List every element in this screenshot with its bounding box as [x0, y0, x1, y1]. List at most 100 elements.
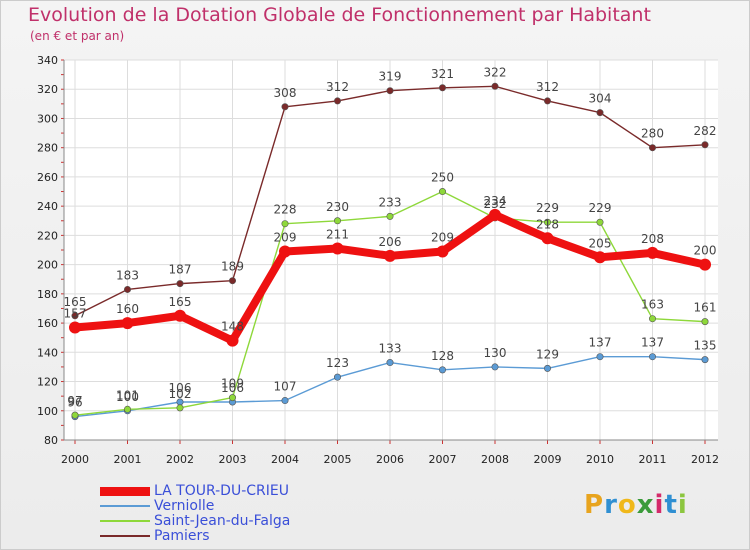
data-label-pamiers: 165: [64, 295, 87, 309]
data-point-vern-olle: [701, 356, 709, 364]
data-point-vern-olle: [281, 397, 289, 405]
data-label-saint-jean-du-falga: 97: [67, 394, 82, 408]
data-label-la-tour-du-crieu: 206: [379, 235, 402, 249]
data-point-saint-jean-du-falga: [386, 212, 394, 220]
data-label-saint-jean-du-falga: 229: [536, 201, 559, 215]
data-label-pamiers: 189: [221, 260, 244, 274]
data-point-vern-olle: [648, 353, 656, 361]
data-point-la-tour-du-crieu: [331, 242, 344, 255]
data-label-vern-olle: 128: [431, 349, 454, 363]
data-point-pamiers: [71, 312, 79, 320]
data-point-la-tour-du-crieu: [69, 321, 81, 334]
data-label-pamiers: 312: [536, 80, 559, 94]
data-label-vern-olle: 106: [169, 381, 192, 395]
data-point-pamiers: [438, 84, 446, 92]
data-point-la-tour-du-crieu: [384, 249, 396, 262]
chart-subtitle: (en € et par an): [30, 29, 125, 43]
logo-letter: P: [584, 490, 605, 520]
data-point-vern-olle: [333, 373, 341, 381]
data-label-la-tour-du-crieu: 200: [694, 244, 717, 258]
data-point-la-tour-du-crieu: [541, 232, 554, 245]
legend-swatch: [100, 520, 150, 522]
data-label-saint-jean-du-falga: 109: [221, 377, 244, 391]
legend-label: Pamiers: [154, 528, 210, 544]
data-label-vern-olle: 106: [221, 381, 244, 395]
x-tick-label: 2003: [219, 453, 247, 466]
data-point-saint-jean-du-falga: [281, 220, 289, 228]
data-label-pamiers: 280: [641, 127, 664, 141]
x-tick-label: 2008: [481, 453, 509, 466]
x-tick-label: 2000: [61, 453, 89, 466]
data-label-la-tour-du-crieu: 165: [169, 295, 192, 309]
data-point-la-tour-du-crieu: [489, 208, 501, 221]
data-label-la-tour-du-crieu: 157: [64, 306, 87, 320]
y-tick-label: 120: [37, 376, 58, 389]
data-point-la-tour-du-crieu: [646, 246, 659, 259]
data-point-saint-jean-du-falga: [229, 394, 237, 402]
data-point-saint-jean-du-falga: [701, 318, 709, 326]
data-label-pamiers: 321: [431, 67, 454, 81]
data-label-pamiers: 282: [694, 124, 717, 138]
y-tick-label: 220: [37, 229, 58, 242]
x-tick-label: 2012: [691, 453, 719, 466]
data-label-vern-olle: 135: [694, 339, 717, 353]
data-label-la-tour-du-crieu: 148: [221, 320, 244, 334]
data-label-vern-olle: 100: [116, 390, 139, 404]
data-label-saint-jean-du-falga: 229: [589, 201, 612, 215]
legend-label: Saint-Jean-du-Falga: [154, 513, 291, 529]
x-tick-label: 2006: [376, 453, 404, 466]
data-label-vern-olle: 130: [484, 346, 507, 360]
data-label-saint-jean-du-falga: 101: [116, 388, 139, 402]
data-label-saint-jean-du-falga: 163: [641, 298, 664, 312]
data-point-vern-olle: [491, 363, 499, 371]
x-tick-label: 2002: [166, 453, 194, 466]
data-point-la-tour-du-crieu: [121, 317, 134, 330]
data-label-saint-jean-du-falga: 228: [274, 203, 297, 217]
data-label-saint-jean-du-falga: 161: [694, 301, 717, 315]
line-chart: 80 100 120 140 160 180 200 220 240 260 280 300 320 34…: [37, 54, 719, 466]
y-tick-label: 180: [37, 288, 58, 301]
data-label-saint-jean-du-falga: 250: [431, 171, 454, 185]
legend-swatch: [100, 487, 150, 496]
logo-letter: t: [664, 490, 678, 520]
data-label-vern-olle: 107: [274, 380, 297, 394]
data-point-la-tour-du-crieu: [226, 334, 239, 347]
data-point-pamiers: [124, 285, 132, 293]
data-label-pamiers: 322: [484, 65, 507, 79]
data-point-saint-jean-du-falga: [124, 405, 132, 413]
chart-title: Evolution de la Dotation Globale de Fonc…: [28, 4, 651, 26]
data-label-pamiers: 319: [379, 70, 402, 84]
y-tick-label: 160: [37, 317, 58, 330]
data-point-vern-olle: [438, 366, 446, 374]
data-point-vern-olle: [596, 353, 604, 361]
proxiti-logo: Proxiti: [584, 490, 688, 520]
data-label-saint-jean-du-falga: 233: [379, 195, 402, 209]
x-tick-label: 2009: [534, 453, 562, 466]
data-point-la-tour-du-crieu: [279, 245, 291, 258]
y-tick-label: 140: [37, 346, 58, 359]
y-tick-label: 240: [37, 200, 58, 213]
x-tick-label: 2004: [271, 453, 299, 466]
data-point-pamiers: [491, 82, 499, 90]
x-tick-label: 2005: [324, 453, 352, 466]
x-tick-label: 2010: [586, 453, 614, 466]
data-point-saint-jean-du-falga: [333, 217, 341, 225]
legend-label: Verniolle: [154, 498, 215, 514]
data-label-pamiers: 187: [169, 263, 192, 277]
data-label-saint-jean-du-falga: 232: [484, 197, 507, 211]
data-point-pamiers: [386, 87, 394, 95]
data-label-pamiers: 183: [116, 268, 139, 282]
y-tick-label: 260: [37, 171, 58, 184]
data-label-la-tour-du-crieu: 208: [641, 232, 664, 246]
data-label-vern-olle: 129: [536, 347, 559, 361]
data-label-la-tour-du-crieu: 205: [589, 236, 612, 250]
legend-swatch: [100, 535, 150, 537]
data-point-saint-jean-du-falga: [438, 188, 446, 196]
data-point-pamiers: [596, 109, 604, 117]
logo-letter: i: [677, 490, 688, 520]
data-point-la-tour-du-crieu: [174, 309, 186, 322]
logo-letter: x: [636, 490, 655, 520]
data-label-pamiers: 304: [589, 92, 612, 106]
data-point-pamiers: [543, 97, 551, 105]
data-label-la-tour-du-crieu: 234: [484, 194, 507, 208]
